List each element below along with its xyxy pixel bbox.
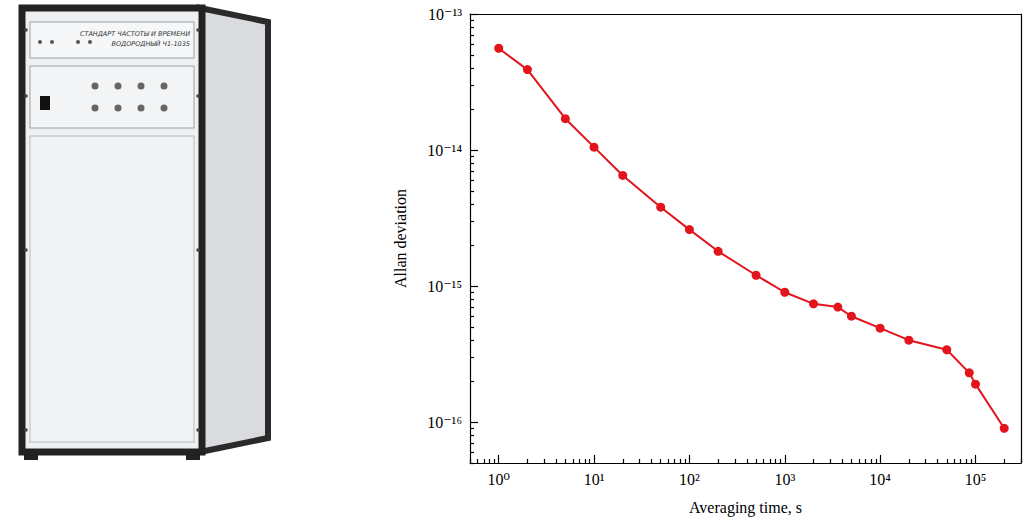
svg-text:10³: 10³ bbox=[774, 471, 795, 488]
svg-text:Averaging time, s: Averaging time, s bbox=[689, 499, 802, 517]
svg-text:10⁰: 10⁰ bbox=[487, 471, 509, 488]
svg-text:СТАНДАРТ ЧАСТОТЫ И ВРЕМЕНИ: СТАНДАРТ ЧАСТОТЫ И ВРЕМЕНИ bbox=[80, 30, 190, 38]
svg-text:10⁻¹⁵: 10⁻¹⁵ bbox=[427, 278, 462, 295]
svg-text:10⁻¹³: 10⁻¹³ bbox=[428, 6, 462, 23]
svg-text:10⁻¹⁴: 10⁻¹⁴ bbox=[427, 142, 462, 159]
svg-text:10⁵: 10⁵ bbox=[965, 471, 987, 488]
svg-text:10²: 10² bbox=[679, 471, 700, 488]
svg-text:Allan deviation: Allan deviation bbox=[392, 189, 409, 288]
svg-text:10⁻¹⁶: 10⁻¹⁶ bbox=[427, 414, 462, 431]
svg-text:10⁴: 10⁴ bbox=[869, 471, 891, 488]
svg-text:ВОДОРОДНЫЙ Ч1-1035: ВОДОРОДНЫЙ Ч1-1035 bbox=[112, 39, 191, 48]
svg-text:10¹: 10¹ bbox=[584, 471, 605, 488]
